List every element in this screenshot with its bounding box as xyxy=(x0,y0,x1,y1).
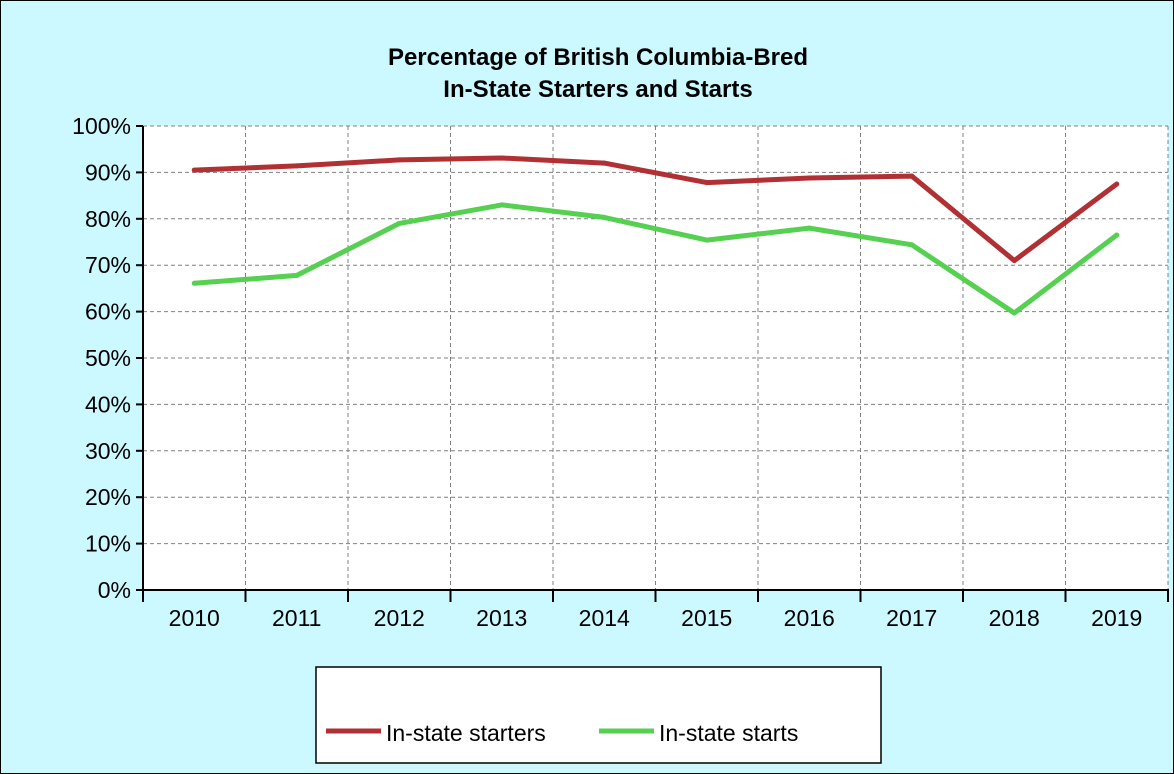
data-point-starters-2019 xyxy=(1114,181,1120,187)
x-tick-label-2015: 2015 xyxy=(681,605,732,631)
y-tick-label-8: 80% xyxy=(85,206,131,232)
data-point-starts-2018 xyxy=(1011,310,1017,316)
x-tick-label-2012: 2012 xyxy=(374,605,425,631)
legend-label-starts: In-state starts xyxy=(659,720,798,746)
data-point-starts-2015 xyxy=(704,237,710,243)
y-tick-label-1: 10% xyxy=(85,531,131,557)
y-tick-label-3: 30% xyxy=(85,438,131,464)
data-point-starts-2014 xyxy=(601,214,607,220)
x-tick-label-2011: 2011 xyxy=(272,605,321,631)
data-point-starters-2018 xyxy=(1011,258,1017,264)
x-tick-label-2016: 2016 xyxy=(784,605,835,631)
data-point-starts-2010 xyxy=(191,280,197,286)
data-point-starters-2015 xyxy=(704,180,710,186)
data-point-starts-2013 xyxy=(499,202,505,208)
data-point-starts-2019 xyxy=(1114,232,1120,238)
y-tick-label-10: 100% xyxy=(72,113,131,139)
series-line-starters xyxy=(194,155,1119,264)
axes: 0% 10% 20% 30% 40% 50% 60% 70% 80% 90% 100% 2010 201… xyxy=(72,113,1169,631)
legend-label-starters: In-state starters xyxy=(386,720,546,746)
y-tick-label-5: 50% xyxy=(85,345,131,371)
y-tick-label-0: 0% xyxy=(98,577,131,603)
data-point-starters-2016 xyxy=(806,175,812,181)
x-tick-label-2017: 2017 xyxy=(886,605,937,631)
data-point-starters-2017 xyxy=(909,173,915,179)
data-point-starts-2012 xyxy=(396,220,402,226)
y-tick-label-2: 20% xyxy=(85,484,131,510)
data-point-starts-2016 xyxy=(806,225,812,231)
y-tick-label-9: 90% xyxy=(85,159,131,185)
data-point-starters-2014 xyxy=(601,160,607,166)
series-line-starts xyxy=(194,202,1119,316)
data-point-starts-2017 xyxy=(909,242,915,248)
data-point-starts-2011 xyxy=(294,272,300,278)
data-point-starters-2013 xyxy=(499,155,505,161)
y-tick-label-7: 70% xyxy=(85,252,131,278)
x-tick-label-2013: 2013 xyxy=(476,605,527,631)
legend-box xyxy=(315,666,882,764)
legend: In-state starters In-state starts xyxy=(315,666,882,764)
y-tick-label-4: 40% xyxy=(85,391,131,417)
series-lines xyxy=(191,155,1120,316)
x-tick-label-2010: 2010 xyxy=(169,605,220,631)
data-point-starters-2011 xyxy=(294,163,300,169)
x-tick-label-2018: 2018 xyxy=(989,605,1040,631)
x-tick-label-2019: 2019 xyxy=(1091,605,1142,631)
y-tick-label-6: 60% xyxy=(85,299,131,325)
x-tick-label-2014: 2014 xyxy=(579,605,630,631)
data-point-starters-2010 xyxy=(191,167,197,173)
chart-title-line-2: In-State Starters and Starts xyxy=(443,76,752,103)
chart-title-line-1: Percentage of British Columbia-Bred xyxy=(388,44,808,71)
data-point-starters-2012 xyxy=(396,157,402,163)
